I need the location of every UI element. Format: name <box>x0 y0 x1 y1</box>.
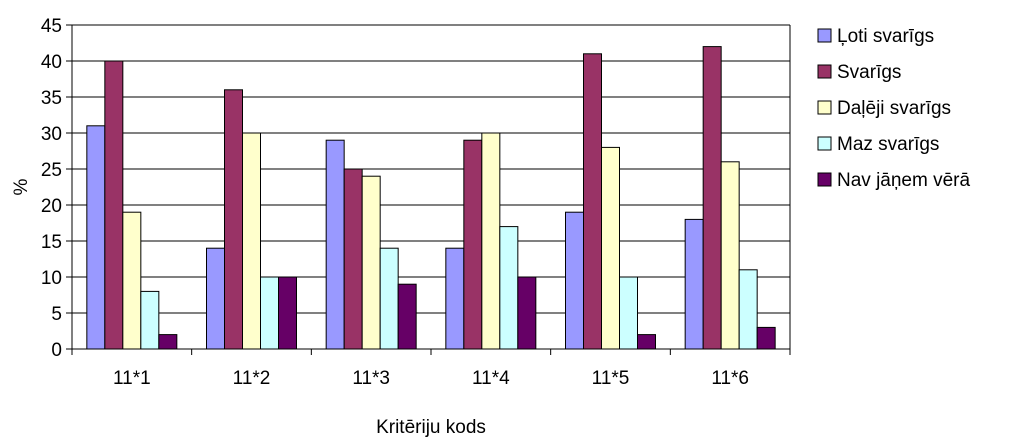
legend: Ļoti svarīgs Svarīgs Daļēji svarīgs Maz sva… <box>817 26 970 191</box>
bar <box>738 269 758 350</box>
y-tick-label: 30 <box>41 124 62 145</box>
legend-label: Daļēji svarīgs <box>837 98 951 119</box>
bar <box>325 139 345 350</box>
bar <box>104 60 124 350</box>
bars <box>86 46 776 350</box>
legend-swatch <box>817 136 832 151</box>
bar <box>463 139 483 350</box>
legend-label: Maz svarīgs <box>837 134 939 155</box>
y-tick-label: 15 <box>41 232 62 253</box>
legend-swatch <box>817 64 832 79</box>
bar <box>361 175 381 350</box>
bar <box>481 132 501 350</box>
bar <box>756 326 776 350</box>
y-tick-label: 5 <box>51 304 62 325</box>
legend-label: Svarīgs <box>837 62 901 83</box>
y-tick-label: 35 <box>41 88 62 109</box>
bar <box>140 290 160 350</box>
bar <box>499 226 519 350</box>
bar <box>343 168 363 350</box>
bar <box>702 46 722 350</box>
bar <box>583 53 602 350</box>
y-tick-label: 20 <box>41 196 62 217</box>
x-tick-label: 11*6 <box>711 368 749 389</box>
bar <box>278 276 297 350</box>
bar <box>158 334 178 350</box>
gridlines <box>72 24 791 350</box>
y-tick-label: 0 <box>51 340 62 361</box>
x-axis-label: Kritēriju kods <box>376 417 486 438</box>
y-tick-label: 25 <box>41 160 62 181</box>
x-tick-label: 11*5 <box>592 368 630 389</box>
legend-swatch <box>817 172 832 187</box>
axes <box>71 25 790 350</box>
bar <box>637 334 656 350</box>
bar <box>260 276 279 350</box>
legend-swatch <box>817 28 832 43</box>
x-tick-label: 11*2 <box>233 368 271 389</box>
y-tick-labels: 0 5 10 15 20 25 30 35 40 45 <box>41 16 72 361</box>
bar <box>565 211 584 350</box>
legend-swatch <box>817 100 832 115</box>
x-tick-label: 11*3 <box>352 368 390 389</box>
bar <box>720 161 740 350</box>
bar <box>684 218 704 350</box>
legend-label: Ļoti svarīgs <box>837 26 934 47</box>
bar <box>224 89 243 350</box>
bar <box>242 132 261 350</box>
bar <box>206 247 225 350</box>
x-tick-label: 11*1 <box>113 368 151 389</box>
legend-label: Nav jāņem vērā <box>837 170 970 191</box>
bar <box>601 146 620 350</box>
bar <box>517 276 537 350</box>
bar <box>445 247 465 350</box>
x-tick-label: 11*4 <box>472 368 510 389</box>
y-axis-label: % <box>11 178 32 195</box>
x-tick-labels: 11*1 11*2 11*3 11*4 11*5 11*6 <box>71 349 791 389</box>
bar <box>86 125 106 350</box>
y-tick-label: 10 <box>41 268 62 289</box>
y-tick-label: 40 <box>41 52 62 73</box>
bar <box>397 283 417 350</box>
bar <box>619 276 638 350</box>
bar <box>379 247 399 350</box>
y-tick-label: 45 <box>41 16 62 37</box>
bar <box>122 211 142 350</box>
